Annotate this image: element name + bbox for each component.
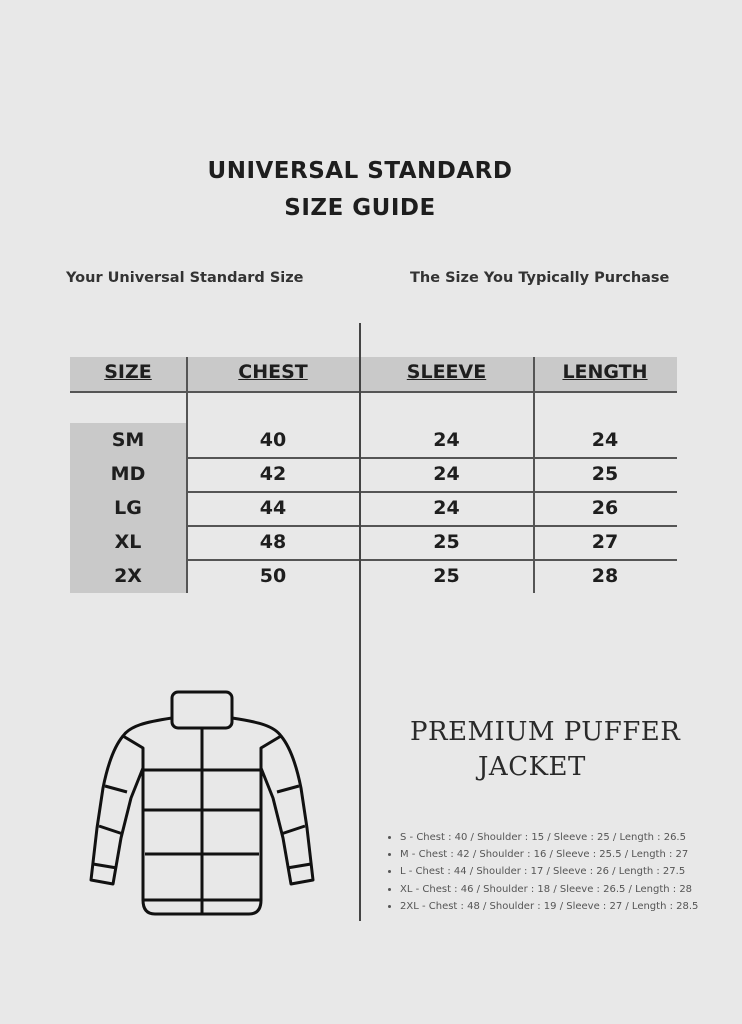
product-title-line-1: PREMIUM PUFFER [410,717,681,747]
list-item: S - Chest : 40 / Shoulder : 15 / Sleeve … [400,829,698,846]
table-cell: LG [114,497,142,519]
center-divider [359,323,361,921]
table-cell: 24 [433,463,460,485]
product-size-list: S - Chest : 40 / Shoulder : 15 / Sleeve … [386,829,698,915]
column-header: SIZE [104,361,152,383]
divider [186,357,188,593]
divider [186,491,677,493]
divider [186,525,677,527]
table-cell: 25 [433,531,460,553]
divider [186,457,677,459]
list-item: L - Chest : 44 / Shoulder : 17 / Sleeve … [400,863,698,880]
column-header: CHEST [238,361,308,383]
table-cell: 50 [259,565,287,587]
table-cell: MD [110,463,146,485]
subhead-right: The Size You Typically Purchase [410,270,670,286]
title-line-1: UNIVERSAL STANDARD [207,158,513,184]
table-cell: SM [111,429,145,451]
table-cell: 25 [591,463,619,485]
divider [533,357,535,593]
table-cell: 26 [591,497,619,519]
table-cell: 25 [433,565,460,587]
table-cell: 24 [433,429,460,451]
product-title-line-2: JACKET [478,752,586,782]
table-cell: 44 [259,497,287,519]
title-line-2: SIZE GUIDE [284,195,436,221]
column-header: LENGTH [562,361,648,383]
table-cell: XL [114,531,142,553]
divider [186,559,677,561]
table-cell: 2X [114,565,142,587]
table-cell: 24 [591,429,619,451]
size-column-bg [70,423,186,593]
table-cell: 42 [259,463,287,485]
table-cell: 24 [433,497,460,519]
list-item: 2XL - Chest : 48 / Shoulder : 19 / Sleev… [400,898,698,915]
puffer-jacket-icon [89,690,315,916]
column-header: SLEEVE [406,361,487,383]
table-cell: 40 [259,429,287,451]
table-header [70,357,677,393]
subhead-left: Your Universal Standard Size [66,270,304,286]
table-cell: 28 [591,565,619,587]
table-cell: 48 [259,531,287,553]
list-item: M - Chest : 42 / Shoulder : 16 / Sleeve … [400,846,698,863]
table-cell: 27 [591,531,619,553]
list-item: XL - Chest : 46 / Shoulder : 18 / Sleeve… [400,881,698,898]
